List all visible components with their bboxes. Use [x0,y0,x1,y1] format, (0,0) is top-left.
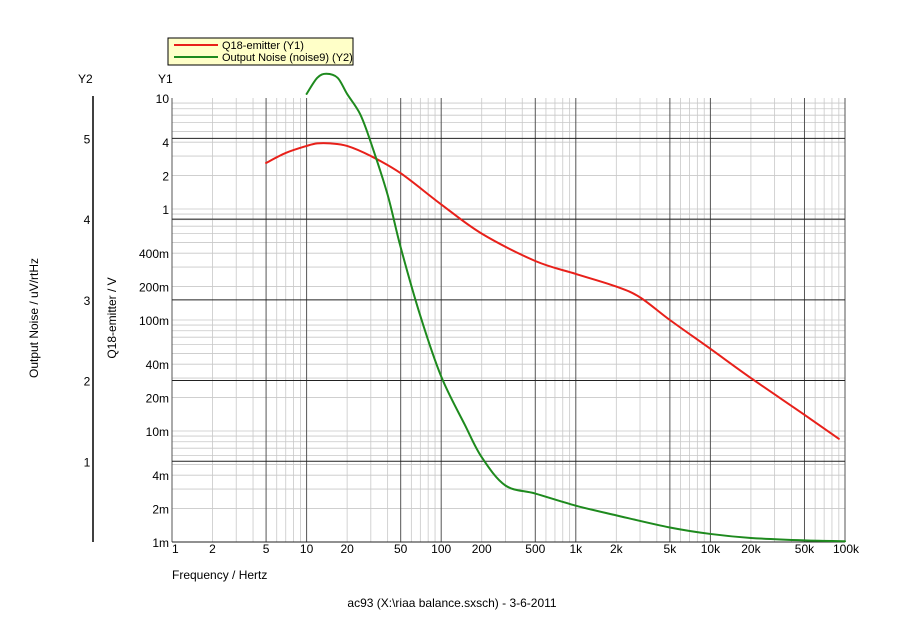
grid-minor [172,98,845,543]
y1-axis-label: Q18-emitter / V [105,277,119,358]
y1-tick-label: 1m [152,536,169,550]
y1-tick-label: 1 [162,203,169,217]
y2-axis-header: Y2 [78,72,93,86]
x-ticks: 1 2 5 10 20 50 100 200 500 1k 2k 5k 10k 20k 50k 100k [172,542,860,556]
y2-tick-label: 5 [84,132,91,146]
x-tick-label: 20 [340,542,354,556]
x-tick-label: 200 [472,542,492,556]
y2-tick-label: 3 [84,294,91,308]
x-tick-label: 20k [741,542,761,556]
x-tick-label: 100k [833,542,860,556]
series-line-q18-emitter [265,142,840,440]
series-line-output-noise [305,72,846,543]
y2-axis-label: Output Noise / uV/rtHz [27,258,41,378]
legend-label-output-noise: Output Noise (noise9) (Y2) [222,52,353,64]
x-tick-label: 2k [610,542,624,556]
y1-tick-label: 20m [146,392,169,406]
legend: Q18-emitter (Y1) Output Noise (noise9) (… [167,37,354,66]
x-tick-label: 5k [664,542,678,556]
y1-tick-label: 4 [162,136,169,150]
x-tick-label: 50 [394,542,408,556]
y2-tick-label: 2 [84,375,91,389]
y1-tick-label: 4m [152,469,169,483]
x-tick-label: 1 [172,542,179,556]
x-tick-label: 2 [209,542,216,556]
y1-ticks: 10 4 2 1 400m 200m 100m 40m 20m 10m 4m 2m 1m [139,92,169,550]
legend-label-q18-emitter: Q18-emitter (Y1) [222,40,304,52]
grid-major [171,98,846,543]
y1-tick-label: 2 [162,170,169,184]
x-tick-label: 500 [525,542,545,556]
y1-tick-label: 10 [156,92,170,106]
y1-tick-label: 400m [139,247,169,261]
y2-axis: 1 2 3 4 5 [84,96,94,542]
x-tick-label: 5 [263,542,270,556]
x-tick-label: 100 [431,542,451,556]
x-tick-label: 50k [795,542,815,556]
y1-tick-label: 40m [146,358,169,372]
x-axis-label: Frequency / Hertz [172,568,267,582]
x-tick-label: 10k [701,542,721,556]
y1-axis-header: Y1 [158,72,173,86]
y2-tick-label: 4 [84,213,91,227]
x-tick-label: 10 [300,542,314,556]
y1-tick-label: 200m [139,281,169,295]
x-tick-label: 1k [569,542,583,556]
y2-tick-label: 1 [84,455,91,469]
series-layer [265,72,846,543]
y1-tick-label: 2m [152,503,169,517]
legend-box [167,37,354,66]
y1-tick-label: 100m [139,314,169,328]
chart-footer: ac93 (X:\riaa balance.sxsch) - 3-6-2011 [347,596,557,610]
y1-tick-label: 10m [146,425,169,439]
